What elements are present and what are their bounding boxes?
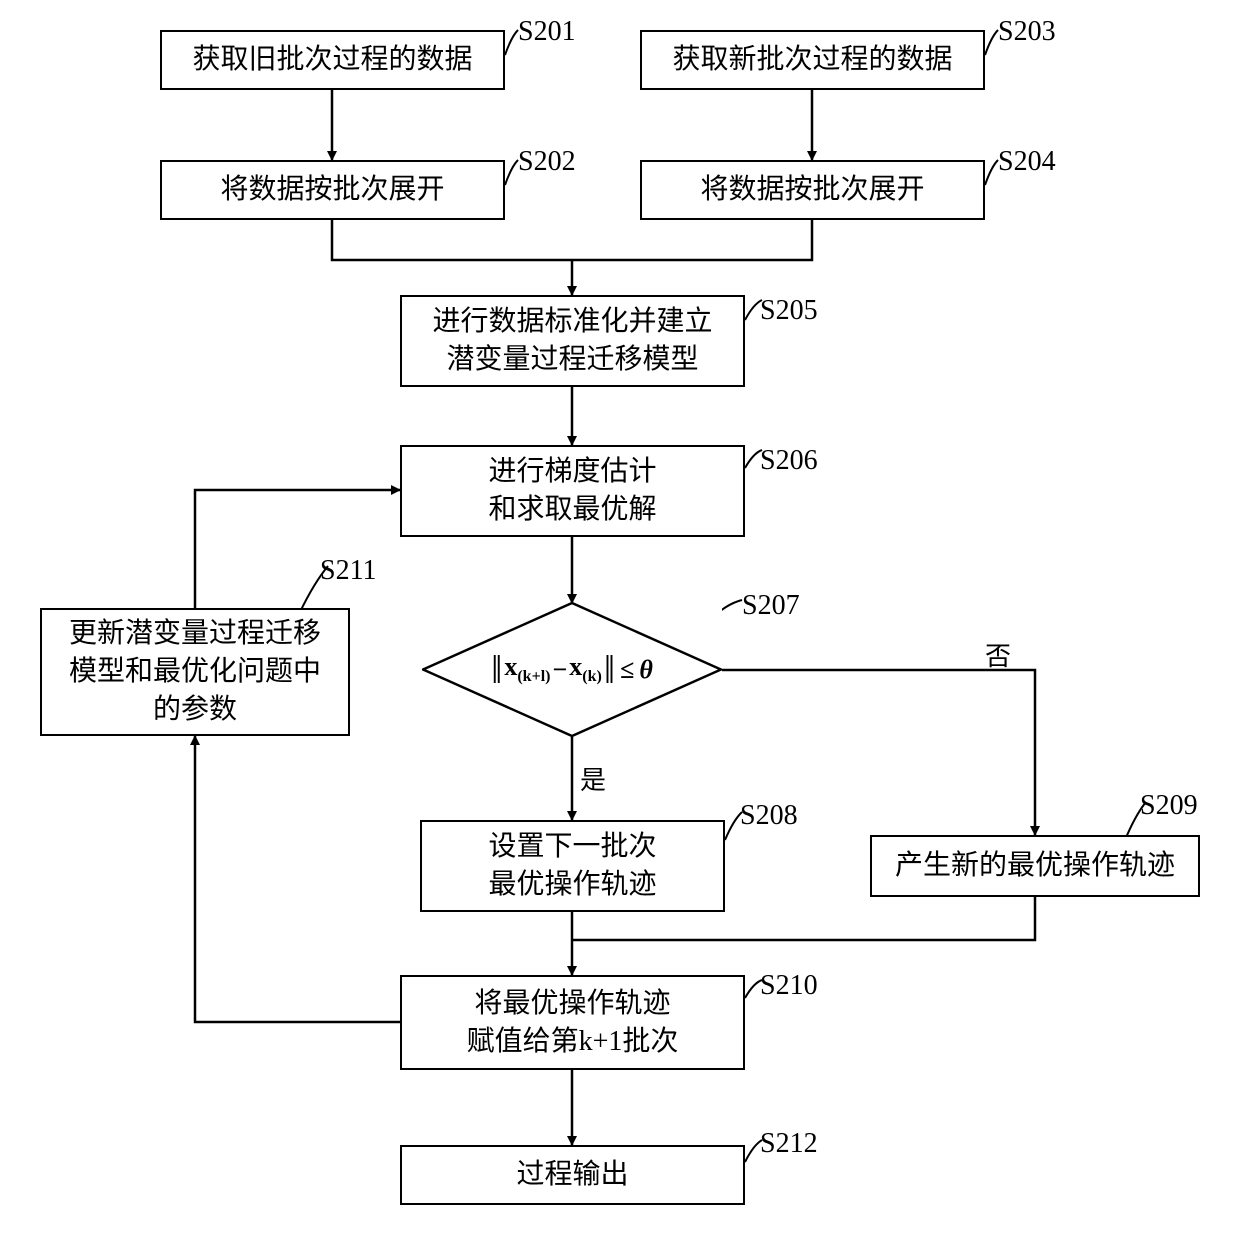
node-s204: 将数据按批次展开 [640, 160, 985, 220]
node-text: 获取新批次过程的数据 [672, 41, 952, 79]
node-text: 进行数据标准化并建立潜变量过程迁移模型 [432, 303, 712, 379]
edge-label-no: 否 [985, 636, 1011, 673]
node-s202: 将数据按批次展开 [160, 160, 505, 220]
step-label-s206: S206 [760, 445, 818, 477]
node-text: 将最优操作轨迹赋值给第k+1批次 [467, 985, 679, 1061]
node-s208: 设置下一批次最优操作轨迹 [420, 820, 725, 912]
node-text: 更新潜变量过程迁移模型和最优化问题中的参数 [69, 615, 321, 728]
step-label-s209: S209 [1140, 790, 1198, 822]
node-s210: 将最优操作轨迹赋值给第k+1批次 [400, 975, 745, 1070]
step-label-s201: S201 [518, 16, 576, 48]
node-s207: ‖ x(k+l) − x(k) ‖ ≤ θ [422, 602, 722, 737]
node-s203: 获取新批次过程的数据 [640, 30, 985, 90]
node-s212: 过程输出 [400, 1145, 745, 1205]
node-s209: 产生新的最优操作轨迹 [870, 835, 1200, 897]
step-label-s207: S207 [742, 590, 800, 622]
node-s211: 更新潜变量过程迁移模型和最优化问题中的参数 [40, 608, 350, 736]
step-label-s202: S202 [518, 146, 576, 178]
node-text: 过程输出 [516, 1156, 628, 1194]
step-label-s205: S205 [760, 295, 818, 327]
step-label-s208: S208 [740, 800, 798, 832]
node-s201: 获取旧批次过程的数据 [160, 30, 505, 90]
step-label-s204: S204 [998, 146, 1056, 178]
step-label-s211: S211 [320, 555, 377, 587]
node-text: 设置下一批次最优操作轨迹 [488, 828, 656, 904]
node-text: 产生新的最优操作轨迹 [895, 847, 1175, 885]
step-label-s210: S210 [760, 970, 818, 1002]
edge-label-yes: 是 [580, 760, 606, 797]
node-text: 进行梯度估计和求取最优解 [488, 453, 656, 529]
node-text: 获取旧批次过程的数据 [192, 41, 472, 79]
node-text: 将数据按批次展开 [220, 171, 444, 209]
step-label-s212: S212 [760, 1128, 818, 1160]
node-s205: 进行数据标准化并建立潜变量过程迁移模型 [400, 295, 745, 387]
node-s206: 进行梯度估计和求取最优解 [400, 445, 745, 537]
node-text: 将数据按批次展开 [700, 171, 924, 209]
step-label-s203: S203 [998, 16, 1056, 48]
